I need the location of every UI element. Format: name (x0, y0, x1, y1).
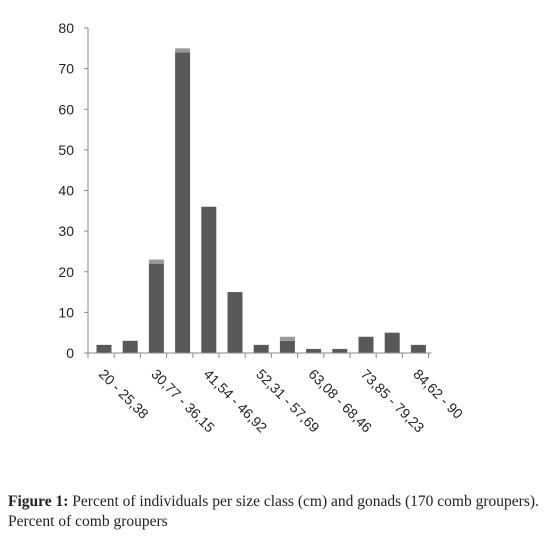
y-tick-label: 40 (58, 183, 74, 199)
bar (201, 206, 217, 353)
bar (279, 340, 295, 353)
x-tick-label: 20 - 25,38 (96, 366, 152, 422)
y-tick-label: 50 (58, 142, 74, 158)
bar-segment-secondary (279, 336, 295, 341)
bar (306, 348, 322, 353)
y-tick-label: 30 (58, 223, 74, 239)
x-tick-label: 84,62 - 90 (410, 366, 466, 422)
bar-segment-secondary (175, 48, 191, 53)
y-tick-label: 0 (66, 345, 74, 361)
y-tick-label: 60 (58, 101, 74, 117)
bar (410, 344, 426, 353)
bar-segment-secondary (148, 259, 164, 264)
figure-caption: Figure 1: Percent of individuals per siz… (8, 492, 548, 532)
bar (122, 340, 138, 353)
bar (175, 52, 191, 353)
caption-text: Percent of individuals per size class (c… (8, 493, 539, 530)
bar (384, 332, 400, 353)
y-tick-label: 20 (58, 264, 74, 280)
bar (253, 344, 269, 353)
y-axis: 0 10 20 30 40 50 60 70 80 (58, 20, 89, 361)
bars (96, 48, 426, 353)
bar (332, 348, 348, 353)
bar (358, 336, 374, 353)
y-tick-label: 10 (58, 304, 74, 320)
y-tick-label: 80 (58, 20, 74, 36)
caption-label: Figure 1: (8, 493, 69, 510)
bar (96, 344, 112, 353)
y-tick-label: 70 (58, 61, 74, 77)
bar (148, 263, 164, 353)
bar (227, 292, 243, 353)
